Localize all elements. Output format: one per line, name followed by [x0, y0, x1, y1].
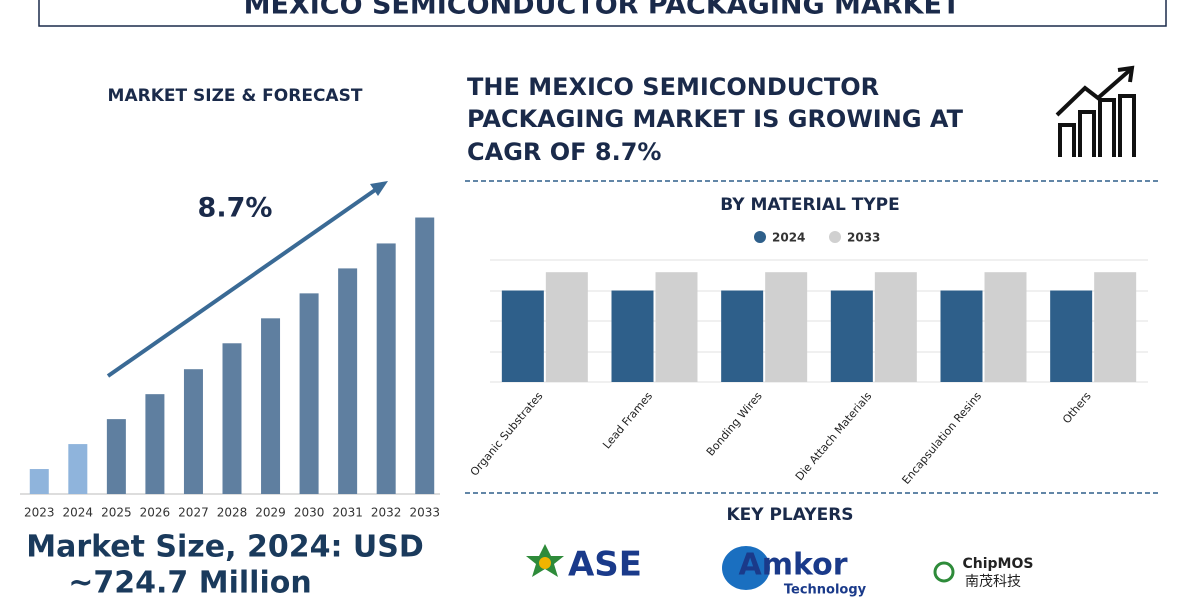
x-tick-label: 2027 — [178, 506, 209, 520]
title-box — [38, 0, 1167, 27]
bar — [145, 394, 165, 494]
section-title: KEY PLAYERS — [726, 505, 853, 525]
x-tick-label: 2023 — [24, 506, 55, 520]
market-size: ~724.7 Million — [68, 566, 311, 600]
logo-chipmos: ChipMOS — [963, 556, 1034, 572]
bar — [261, 318, 281, 494]
annotation: 8.7% — [198, 193, 273, 224]
bar — [611, 290, 654, 382]
chipmos-icon — [933, 561, 955, 583]
legend-swatch — [754, 231, 766, 243]
logo-chipmos-local: 南茂科技 — [965, 573, 1021, 590]
legend-label: 2033 — [847, 231, 880, 245]
ase-icon — [526, 544, 564, 577]
x-tick-label: 2032 — [371, 506, 402, 520]
bar — [376, 243, 396, 494]
bar — [299, 293, 319, 494]
bar — [940, 290, 983, 382]
bar — [655, 272, 698, 382]
bar — [545, 272, 588, 382]
bar — [415, 217, 435, 494]
headline: PACKAGING MARKET IS GROWING AT — [467, 105, 964, 133]
x-tick-label: 2030 — [294, 506, 325, 520]
bar — [338, 268, 358, 494]
x-tick-label: 2025 — [101, 506, 132, 520]
logo-ase: ASE — [568, 545, 642, 585]
bar — [1094, 272, 1137, 382]
x-tick-label: 2029 — [255, 506, 286, 520]
legend-swatch — [829, 231, 841, 243]
amkor-badge — [722, 546, 770, 590]
x-tick-label: 2024 — [63, 506, 94, 520]
headline: CAGR OF 8.7% — [467, 138, 661, 166]
bar — [29, 469, 49, 494]
bar — [1050, 290, 1093, 382]
legend-label: 2024 — [772, 231, 805, 245]
bar — [106, 419, 126, 494]
arrow-head — [370, 181, 388, 196]
chart-title: BY MATERIAL TYPE — [720, 195, 900, 215]
bar — [765, 272, 808, 382]
market-size: Market Size, 2024: USD — [26, 530, 424, 565]
logo-amkor-tagline: Technology — [784, 583, 867, 598]
bar — [874, 272, 917, 382]
x-tick-label: 2031 — [332, 506, 363, 520]
x-tick-label: 2026 — [140, 506, 171, 520]
bar — [222, 343, 242, 494]
growth-arrow — [106, 186, 380, 378]
x-tick-label: 2033 — [409, 506, 440, 520]
bar — [501, 290, 544, 382]
bar — [68, 444, 88, 494]
x-tick-label: 2028 — [217, 506, 248, 520]
bar — [830, 290, 873, 382]
grid — [490, 259, 1148, 383]
growth-icon — [1055, 65, 1136, 157]
bar — [721, 290, 764, 382]
page-title: MEXICO SEMICONDUCTOR PACKAGING MARKET — [244, 0, 961, 21]
bar — [183, 369, 203, 494]
logo-amkor: Amkor — [738, 548, 847, 583]
headline: THE MEXICO SEMICONDUCTOR — [467, 73, 879, 101]
bar — [984, 272, 1027, 382]
chart-title: MARKET SIZE & FORECAST — [108, 86, 363, 106]
